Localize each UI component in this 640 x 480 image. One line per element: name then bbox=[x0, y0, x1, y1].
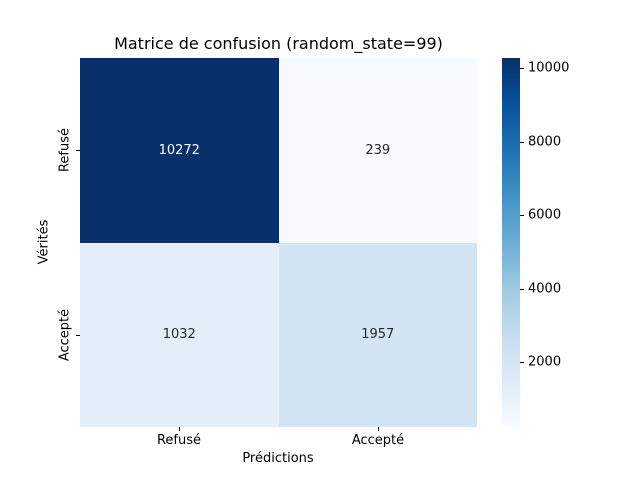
colorbar bbox=[502, 58, 520, 427]
heatmap-cell-true-refuse-pred-refuse: 10272 bbox=[80, 58, 279, 243]
colorbar-tick-mark bbox=[520, 142, 524, 143]
y-tick-mark bbox=[76, 150, 80, 151]
y-tick-label-accepte: Accepté bbox=[57, 308, 73, 362]
heatmap-cell-true-accepte-pred-accepte: 1957 bbox=[278, 242, 477, 427]
colorbar-tick-mark bbox=[520, 362, 524, 363]
colorbar-tick-label: 10000 bbox=[528, 60, 570, 76]
y-tick-mark bbox=[76, 335, 80, 336]
x-tick-mark bbox=[179, 427, 180, 431]
cell-value: 239 bbox=[365, 142, 391, 158]
y-axis-label: Vérités bbox=[36, 219, 52, 265]
heatmap: 10272 239 1032 1957 bbox=[80, 58, 477, 427]
x-tick-label-accepte: Accepté bbox=[351, 433, 405, 448]
colorbar-tick-mark bbox=[520, 289, 524, 290]
colorbar-tick-label: 4000 bbox=[528, 281, 562, 297]
cell-value: 1032 bbox=[162, 327, 196, 343]
colorbar-tick-mark bbox=[520, 68, 524, 69]
cell-value: 1957 bbox=[361, 327, 395, 343]
colorbar-tick-mark bbox=[520, 215, 524, 216]
y-tick-label-refuse: Refusé bbox=[57, 127, 73, 173]
colorbar-tick-label: 6000 bbox=[528, 207, 562, 223]
colorbar-tick-label: 8000 bbox=[528, 134, 562, 150]
x-axis-label: Prédictions bbox=[242, 451, 314, 466]
heatmap-cell-true-accepte-pred-refuse: 1032 bbox=[80, 242, 279, 427]
chart-title: Matrice de confusion (random_state=99) bbox=[114, 34, 443, 53]
cell-value: 10272 bbox=[158, 142, 200, 158]
x-tick-label-refuse: Refusé bbox=[156, 433, 202, 448]
heatmap-cell-true-refuse-pred-accepte: 239 bbox=[278, 58, 477, 243]
x-tick-mark bbox=[378, 427, 379, 431]
colorbar-tick-label: 2000 bbox=[528, 354, 562, 370]
